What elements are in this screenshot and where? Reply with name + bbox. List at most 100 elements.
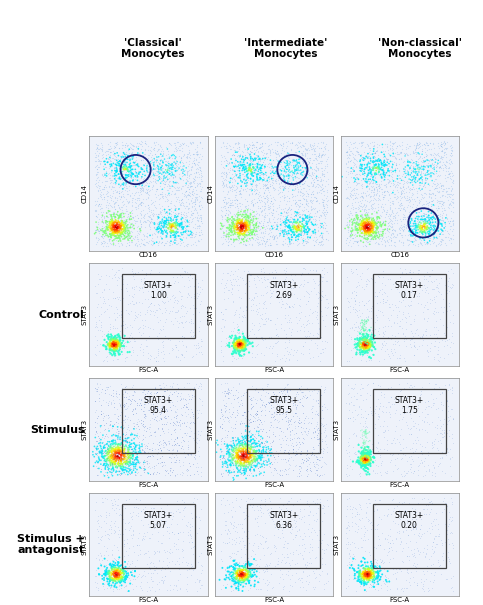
Point — [260, 236, 268, 246]
Point — [297, 348, 304, 358]
Point — [99, 144, 106, 154]
Point — [240, 139, 248, 149]
Point — [315, 402, 323, 411]
Point — [428, 212, 436, 222]
Point — [128, 226, 135, 235]
Point — [365, 355, 373, 365]
Point — [434, 170, 442, 180]
Point — [250, 273, 257, 283]
Point — [361, 339, 369, 348]
Point — [117, 339, 125, 348]
Point — [188, 514, 196, 523]
Point — [231, 342, 239, 352]
Point — [233, 571, 241, 581]
Point — [294, 422, 302, 431]
Point — [114, 143, 122, 152]
Point — [304, 227, 312, 237]
Point — [435, 196, 443, 206]
Point — [292, 404, 299, 414]
Point — [127, 208, 134, 218]
Point — [118, 217, 126, 227]
Point — [348, 512, 356, 522]
Point — [99, 296, 107, 306]
Point — [362, 457, 370, 466]
Point — [302, 585, 310, 595]
Point — [221, 210, 229, 220]
Point — [367, 201, 375, 211]
Point — [102, 162, 110, 172]
Point — [106, 341, 114, 350]
Point — [316, 387, 324, 397]
Point — [106, 219, 114, 229]
Point — [246, 212, 254, 222]
Point — [389, 139, 397, 149]
Point — [181, 220, 188, 230]
Point — [443, 288, 451, 298]
Point — [191, 555, 199, 564]
Point — [398, 232, 406, 241]
Point — [270, 452, 278, 462]
Point — [104, 398, 112, 408]
Point — [162, 380, 170, 390]
Point — [177, 174, 185, 183]
Point — [237, 336, 245, 345]
Point — [281, 464, 289, 474]
Point — [169, 165, 177, 174]
Point — [165, 509, 173, 519]
Point — [320, 427, 328, 437]
Point — [445, 555, 453, 564]
Point — [239, 169, 247, 179]
Point — [271, 218, 279, 227]
Point — [421, 404, 428, 414]
Point — [247, 435, 255, 445]
Point — [238, 343, 245, 353]
Point — [110, 345, 118, 355]
Point — [121, 156, 129, 166]
Point — [368, 563, 375, 573]
Point — [255, 218, 263, 228]
Point — [314, 543, 322, 552]
Point — [240, 213, 248, 223]
Point — [135, 459, 143, 468]
Point — [257, 221, 265, 231]
Point — [420, 215, 428, 225]
Point — [365, 225, 373, 235]
Point — [370, 331, 378, 341]
Point — [129, 158, 137, 168]
Point — [370, 188, 378, 197]
Point — [167, 316, 175, 325]
Point — [355, 147, 362, 157]
Point — [349, 191, 357, 200]
Point — [139, 406, 146, 416]
Point — [169, 169, 176, 179]
Point — [251, 457, 259, 466]
Point — [234, 546, 242, 555]
Point — [132, 168, 140, 178]
Point — [112, 388, 119, 397]
Point — [360, 568, 368, 578]
Point — [227, 234, 235, 244]
Point — [298, 183, 306, 193]
Point — [363, 178, 371, 188]
Point — [188, 561, 196, 571]
Point — [310, 140, 317, 150]
Point — [155, 468, 162, 478]
Point — [99, 446, 106, 456]
Point — [110, 333, 118, 342]
Point — [419, 225, 426, 235]
Point — [280, 182, 288, 191]
Point — [272, 390, 280, 399]
Point — [434, 159, 442, 168]
Point — [323, 404, 331, 414]
Point — [173, 182, 181, 192]
Point — [187, 178, 195, 188]
Point — [426, 154, 434, 164]
Point — [185, 203, 193, 212]
Point — [255, 303, 263, 313]
Point — [173, 224, 181, 234]
Point — [411, 466, 418, 476]
Point — [313, 514, 321, 523]
Point — [430, 229, 438, 239]
Point — [317, 143, 325, 153]
Point — [239, 572, 246, 582]
